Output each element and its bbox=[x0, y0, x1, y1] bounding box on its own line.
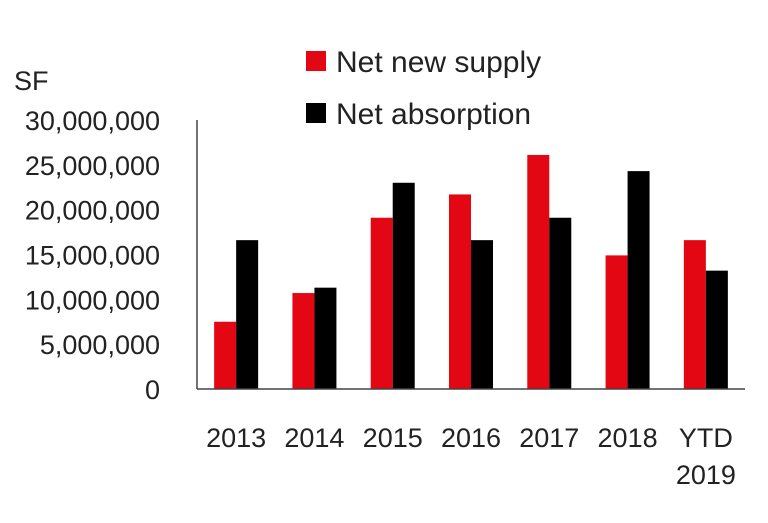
bar-net-absorption bbox=[314, 287, 337, 389]
legend-swatch-net-absorption bbox=[306, 103, 326, 123]
bar-net-absorption bbox=[471, 240, 493, 389]
bar-net-new-supply bbox=[527, 154, 550, 389]
bar-net-absorption bbox=[392, 182, 415, 389]
bar-net-absorption bbox=[627, 171, 650, 389]
x-tick-label: YTD 2019 bbox=[676, 423, 736, 490]
x-tick-label: 2017 bbox=[519, 423, 579, 453]
bar-net-absorption bbox=[549, 217, 572, 389]
y-tick-label: 10,000,000 bbox=[25, 285, 160, 315]
bar-net-absorption bbox=[236, 240, 259, 389]
x-tick-label: 2013 bbox=[206, 423, 266, 453]
x-tick-label: 2018 bbox=[598, 423, 658, 453]
y-tick-label: 30,000,000 bbox=[25, 106, 160, 136]
y-tick-label: 0 bbox=[145, 375, 160, 405]
bar-net-new-supply bbox=[449, 194, 471, 389]
x-axis-ticks: 2013 2014 2015 2016 2017 2018 YTD 2019 bbox=[206, 423, 736, 490]
legend-label-net-absorption: Net absorption bbox=[336, 98, 531, 131]
bar-net-new-supply bbox=[292, 293, 315, 389]
bar-net-new-supply bbox=[605, 255, 628, 389]
bars bbox=[214, 154, 728, 389]
bar-net-absorption bbox=[705, 270, 728, 389]
x-tick-label: 2014 bbox=[284, 423, 344, 453]
bar-net-new-supply bbox=[370, 217, 393, 389]
x-tick-label: 2016 bbox=[441, 423, 501, 453]
legend: Net new supply Net absorption bbox=[306, 46, 541, 131]
legend-swatch-net-new-supply bbox=[306, 51, 326, 71]
y-tick-label: 20,000,000 bbox=[25, 196, 160, 226]
bar-net-new-supply bbox=[683, 240, 706, 389]
bar-net-new-supply bbox=[214, 321, 237, 389]
legend-label-net-new-supply: Net new supply bbox=[336, 46, 541, 79]
y-tick-label: 5,000,000 bbox=[40, 330, 160, 360]
y-tick-label: 15,000,000 bbox=[25, 241, 160, 271]
x-tick-label: 2015 bbox=[363, 423, 423, 453]
y-axis-unit-label: SF bbox=[14, 66, 49, 96]
y-axis-ticks: 0 5,000,000 10,000,000 15,000,000 20,000,000… bbox=[25, 106, 160, 405]
y-tick-label: 25,000,000 bbox=[25, 151, 160, 181]
